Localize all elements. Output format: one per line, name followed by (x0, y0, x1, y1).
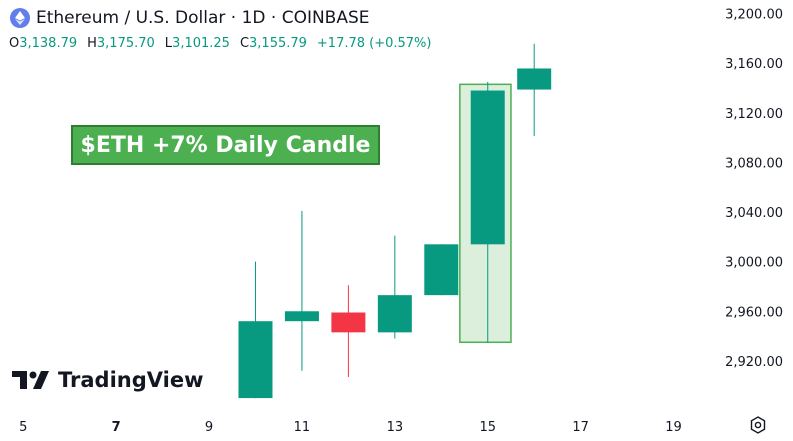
ohlc-high: H3,175.70 (87, 36, 155, 51)
annotation-label: $ETH +7% Daily Candle (71, 125, 380, 165)
y-tick-label: 3,000.00 (725, 256, 783, 271)
symbol-title: Ethereum / U.S. Dollar · 1D · COINBASE (36, 8, 370, 28)
candle-13[interactable] (377, 235, 412, 339)
candle-16[interactable] (517, 43, 552, 137)
y-tick-label: 3,120.00 (725, 107, 783, 122)
candle-body (377, 295, 412, 333)
candle-body (424, 244, 459, 296)
candle-14[interactable] (424, 244, 459, 296)
candle-11[interactable] (284, 210, 319, 371)
gear-icon[interactable] (749, 416, 767, 434)
y-tick-label: 3,200.00 (725, 8, 783, 23)
ohlc-low: L3,101.25 (164, 36, 230, 51)
ohlc-close: C3,155.79 (239, 36, 307, 51)
tradingview-logo: TradingView (12, 368, 203, 392)
x-tick-label: 11 (294, 420, 311, 435)
candle-12[interactable] (331, 285, 366, 377)
tradingview-logo-icon (12, 371, 49, 389)
candle-body (238, 321, 273, 399)
y-tick-label: 3,080.00 (725, 156, 783, 171)
candle-body (517, 68, 552, 90)
y-tick-label: 2,920.00 (725, 355, 783, 370)
ohlc-change: +17.78 (+0.57%) (316, 36, 432, 51)
x-tick-label: 13 (387, 420, 404, 435)
brand-name: TradingView (58, 368, 204, 392)
x-tick-label: 17 (572, 420, 589, 435)
candle-10[interactable] (238, 261, 273, 399)
x-tick-label: 9 (205, 420, 213, 435)
ethereum-icon (10, 8, 30, 28)
candle-body (284, 311, 319, 322)
y-tick-label: 3,040.00 (725, 206, 783, 221)
chart-header: Ethereum / U.S. Dollar · 1D · COINBASE (10, 8, 370, 28)
x-tick-label: 15 (479, 420, 496, 435)
y-tick-label: 2,960.00 (725, 305, 783, 320)
x-tick-label: 5 (19, 420, 27, 435)
x-tick-label: 19 (665, 420, 682, 435)
y-tick-label: 3,160.00 (725, 57, 783, 72)
candle-body (470, 90, 505, 245)
ohlc-open: O3,138.79 (9, 36, 78, 51)
candle-15[interactable] (470, 81, 505, 343)
ohlc-readout: O3,138.79 H3,175.70 L3,101.25 C3,155.79 … (9, 36, 431, 51)
x-tick-label: 7 (112, 420, 121, 435)
candle-body (331, 312, 366, 333)
